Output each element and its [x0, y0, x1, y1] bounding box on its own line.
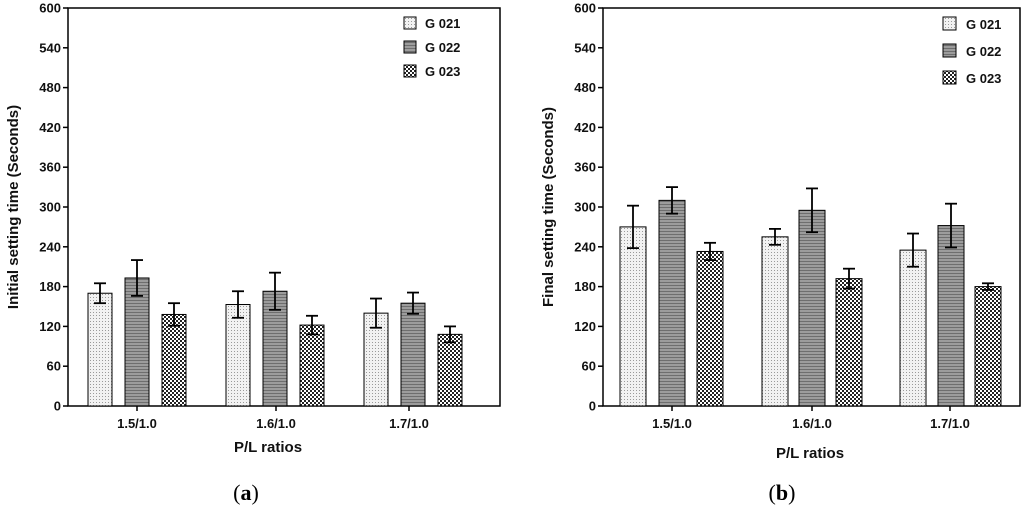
y-tick-label: 420	[574, 120, 596, 135]
y-tick-label: 540	[574, 40, 596, 55]
bar-g022	[798, 209, 826, 407]
legend-swatch-g021	[403, 16, 417, 30]
y-tick-label: 360	[39, 160, 61, 175]
y-tick-label: 180	[574, 279, 596, 294]
y-tick-label: 60	[582, 359, 596, 374]
bar-g021	[225, 304, 251, 407]
bar-g021	[899, 249, 927, 407]
legend-label-g021: G 021	[966, 17, 1001, 32]
y-tick-label: 180	[39, 279, 61, 294]
y-tick-label: 420	[39, 120, 61, 135]
legend-swatch-g021	[942, 16, 957, 31]
caption-b: (b)	[769, 480, 796, 505]
x-tick-label: 1.6/1.0	[256, 416, 296, 431]
legend-label-g021: G 021	[425, 16, 460, 31]
legend-swatch-g023	[403, 64, 417, 78]
bar-g021	[761, 236, 789, 407]
legend-label-g022: G 022	[966, 44, 1001, 59]
caption-a: (a)	[233, 480, 259, 505]
x-tick-label: 1.5/1.0	[652, 416, 692, 431]
y-ticks-group: 0 60 120 180 240 300 360 420 480 540 600	[39, 1, 68, 414]
legend-swatch-g022	[942, 43, 957, 58]
y-tick-label: 240	[574, 239, 596, 254]
bar-g023	[437, 333, 463, 407]
y-tick-label: 480	[574, 80, 596, 95]
legend-label-g022: G 022	[425, 40, 460, 55]
y-axis-title: Final setting time (Seconds)	[540, 107, 557, 307]
bar-g022	[400, 302, 426, 407]
y-tick-label: 60	[47, 359, 61, 374]
x-tick-label: 1.5/1.0	[117, 416, 157, 431]
bar-g023	[696, 250, 724, 407]
y-ticks-group: 0 60 120 180 240 300 360 420 480 540 600	[574, 1, 603, 414]
bar-g021	[619, 226, 647, 407]
x-ticks-group: 1.5/1.0 1.6/1.0 1.7/1.0	[117, 406, 429, 431]
legend-label-g023: G 023	[966, 71, 1001, 86]
x-ticks-group: 1.5/1.0 1.6/1.0 1.7/1.0	[652, 406, 970, 431]
bar-g021	[87, 292, 113, 407]
bar-g022	[937, 225, 965, 407]
bar-g022	[124, 277, 150, 407]
y-tick-label: 300	[39, 200, 61, 215]
x-tick-label: 1.7/1.0	[930, 416, 970, 431]
y-tick-label: 240	[39, 239, 61, 254]
legend-label-g023: G 023	[425, 64, 460, 79]
bar-g022	[262, 290, 288, 407]
bars-group	[619, 199, 1002, 407]
y-tick-label: 300	[574, 200, 596, 215]
legend: G 021 G 022 G 023	[942, 16, 1001, 86]
y-tick-label: 360	[574, 160, 596, 175]
y-axis-title: Initial setting time (Seconds)	[5, 105, 22, 309]
legend-swatch-g022	[403, 40, 417, 54]
y-tick-label: 600	[574, 1, 596, 16]
legend: G 021 G 022 G 023	[403, 16, 460, 79]
bar-g023	[161, 313, 187, 407]
errorbars-group	[627, 186, 994, 291]
x-axis-title: P/L ratios	[234, 439, 302, 456]
y-tick-label: 600	[39, 1, 61, 16]
y-tick-label: 480	[39, 80, 61, 95]
x-tick-label: 1.7/1.0	[389, 416, 429, 431]
y-tick-label: 0	[54, 399, 61, 414]
legend-swatch-g023	[942, 70, 957, 85]
errorbars-group	[94, 259, 456, 344]
x-axis-title: P/L ratios	[776, 445, 844, 462]
y-tick-label: 0	[589, 399, 596, 414]
y-tick-label: 120	[39, 319, 61, 334]
y-tick-label: 120	[574, 319, 596, 334]
bar-g023	[835, 278, 863, 407]
y-tick-label: 540	[39, 40, 61, 55]
bar-g022	[658, 199, 686, 407]
x-tick-label: 1.6/1.0	[792, 416, 832, 431]
bar-g023	[299, 324, 325, 407]
bar-g023	[974, 286, 1002, 407]
